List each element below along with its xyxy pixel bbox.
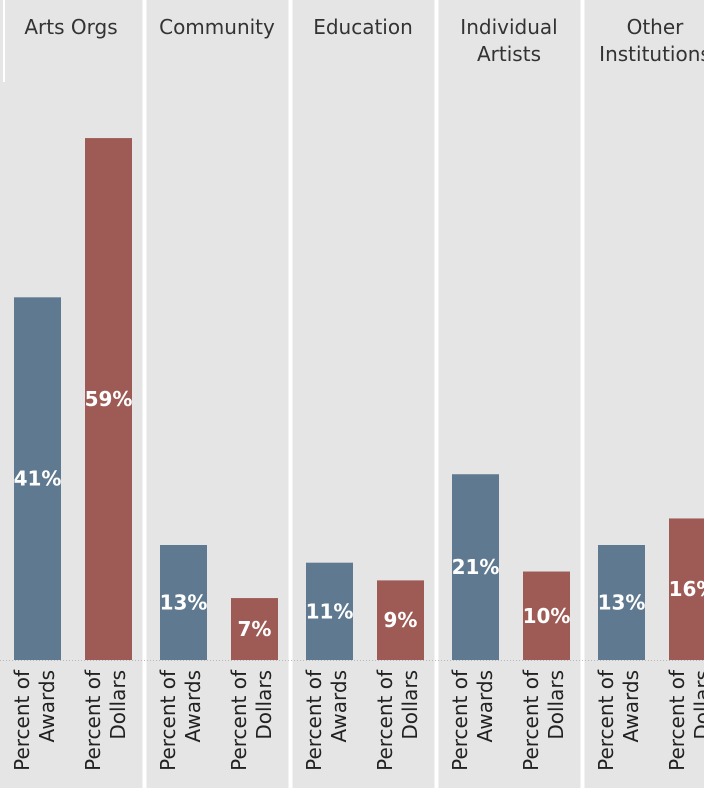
data-label: 13% <box>598 591 646 615</box>
data-label: 59% <box>85 387 133 411</box>
data-label: 21% <box>452 555 500 579</box>
data-label: 41% <box>14 467 62 491</box>
panel-header: Institutions <box>599 42 704 66</box>
panel-header: Arts Orgs <box>24 15 117 39</box>
data-label: 9% <box>384 608 418 632</box>
data-label: 13% <box>160 591 208 615</box>
tick-label: Percent of <box>594 669 618 771</box>
tick-label: Dollars <box>398 670 422 740</box>
data-label: 16% <box>669 577 704 601</box>
bar <box>160 545 207 660</box>
tick-label: Percent of <box>10 669 34 771</box>
tick-label: Dollars <box>690 670 704 740</box>
bar <box>14 297 61 660</box>
tick-label: Dollars <box>252 670 276 740</box>
panel-header: Artists <box>477 42 541 66</box>
panel-header: Community <box>159 15 275 39</box>
bar <box>523 571 570 660</box>
bar <box>598 545 645 660</box>
tick-label: Percent of <box>373 669 397 771</box>
bar <box>669 518 704 660</box>
tick-label: Awards <box>327 670 351 742</box>
bar <box>377 580 424 660</box>
data-label: 7% <box>238 617 272 641</box>
bar <box>306 562 353 660</box>
tick-label: Percent of <box>519 669 543 771</box>
tick-label: Percent of <box>81 669 105 771</box>
bar <box>85 138 132 661</box>
tick-label: Percent of <box>665 669 689 771</box>
tick-label: Percent of <box>448 669 472 771</box>
tick-label: Awards <box>619 670 643 742</box>
panel-header: Individual <box>460 15 557 39</box>
panel-header: Education <box>313 15 413 39</box>
tick-label: Dollars <box>544 670 568 740</box>
bar <box>452 474 499 660</box>
tick-label: Awards <box>181 670 205 742</box>
panel-header: Other <box>627 15 685 39</box>
bar <box>231 598 278 660</box>
tick-label: Awards <box>35 670 59 742</box>
data-label: 10% <box>523 604 571 628</box>
tick-label: Percent of <box>302 669 326 771</box>
tick-label: Percent of <box>156 669 180 771</box>
tick-label: Percent of <box>227 669 251 771</box>
tick-label: Awards <box>473 670 497 742</box>
tick-label: Dollars <box>106 670 130 740</box>
data-label: 11% <box>306 599 354 623</box>
